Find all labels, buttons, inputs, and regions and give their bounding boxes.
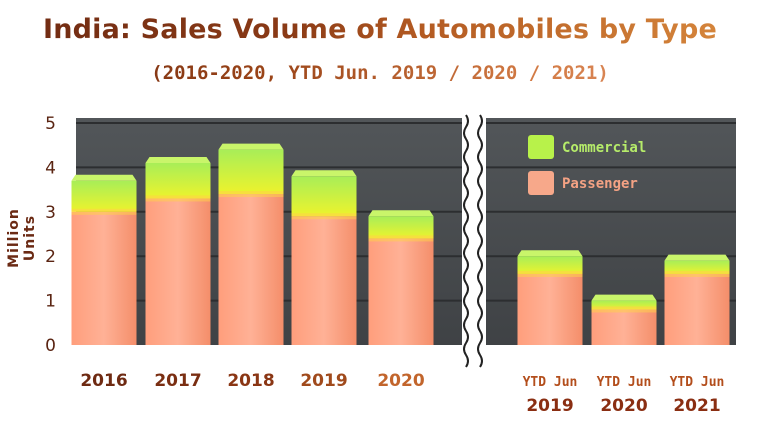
bar-top-face bbox=[145, 156, 211, 163]
bar-passenger bbox=[145, 198, 211, 345]
bar-passenger bbox=[218, 194, 284, 345]
x-tick-prefix: YTD Jun bbox=[597, 375, 652, 390]
bar-stack bbox=[517, 250, 583, 345]
bar-segment-glow bbox=[218, 191, 284, 198]
bar-top-face bbox=[71, 174, 137, 181]
bar-stack bbox=[145, 156, 211, 345]
x-tick-label: 2020 bbox=[600, 396, 647, 416]
y-tick-label: 1 bbox=[45, 292, 56, 312]
y-tick-label: 2 bbox=[45, 247, 56, 267]
bar-segment-glow bbox=[591, 306, 657, 313]
x-tick-label: 2017 bbox=[154, 371, 201, 391]
bar-passenger bbox=[517, 273, 583, 345]
bar-segment-glow bbox=[291, 213, 357, 220]
bar-commercial bbox=[291, 176, 357, 217]
bar-commercial bbox=[591, 300, 657, 310]
chart-title: India: Sales Volume of Automobiles by Ty… bbox=[0, 14, 760, 45]
bar-commercial bbox=[71, 180, 137, 212]
bar-commercial bbox=[368, 216, 434, 239]
bar-stack bbox=[591, 294, 657, 345]
bar-segment-glow bbox=[71, 208, 137, 215]
bar-stack bbox=[368, 210, 434, 345]
x-tick-label: 2019 bbox=[526, 396, 573, 416]
x-tick-prefix: YTD Jun bbox=[523, 375, 578, 390]
y-tick-label: 4 bbox=[45, 158, 56, 178]
bar-segment-glow bbox=[368, 235, 434, 242]
y-tick-label: 3 bbox=[45, 203, 56, 223]
bar-stack bbox=[291, 170, 357, 345]
x-tick-label: 2019 bbox=[300, 371, 347, 391]
bar-passenger bbox=[591, 309, 657, 345]
bar-top-face bbox=[517, 250, 583, 257]
bar-top-face bbox=[291, 170, 357, 177]
x-tick-label: 2018 bbox=[227, 371, 274, 391]
bar-commercial bbox=[517, 256, 583, 274]
bar-stack bbox=[218, 143, 284, 345]
bar-passenger bbox=[368, 238, 434, 345]
y-tick-label: 5 bbox=[45, 114, 56, 134]
bar-top-face bbox=[218, 143, 284, 150]
chart-subtitle: (2016-2020, YTD Jun. 2019 / 2020 / 2021) bbox=[0, 62, 760, 84]
bar-segment-glow bbox=[145, 195, 211, 202]
bar-passenger bbox=[71, 211, 137, 345]
x-tick-label: 2020 bbox=[377, 371, 424, 391]
legend-swatch bbox=[528, 135, 554, 159]
bar-passenger bbox=[664, 273, 730, 345]
legend: Commercial Passenger bbox=[528, 135, 646, 195]
bar-segment-glow bbox=[664, 270, 730, 277]
bar-commercial bbox=[664, 260, 730, 274]
x-tick-label: 2021 bbox=[673, 396, 720, 416]
bar-stack bbox=[664, 254, 730, 345]
bar-segment-glow bbox=[517, 270, 583, 277]
bar-commercial bbox=[145, 162, 211, 199]
bar-top-face bbox=[591, 294, 657, 301]
bar-commercial bbox=[218, 149, 284, 195]
bar-top-face bbox=[664, 254, 730, 261]
legend-swatch bbox=[528, 171, 554, 195]
legend-label: Passenger bbox=[562, 176, 638, 192]
bar-stack bbox=[71, 174, 137, 345]
bar-passenger bbox=[291, 216, 357, 345]
x-tick-label: 2016 bbox=[80, 371, 127, 391]
axis-break bbox=[462, 112, 486, 368]
x-tick-prefix: YTD Jun bbox=[670, 375, 725, 390]
y-tick-label: 0 bbox=[45, 336, 56, 356]
bar-top-face bbox=[368, 210, 434, 217]
legend-label: Commercial bbox=[562, 140, 646, 156]
